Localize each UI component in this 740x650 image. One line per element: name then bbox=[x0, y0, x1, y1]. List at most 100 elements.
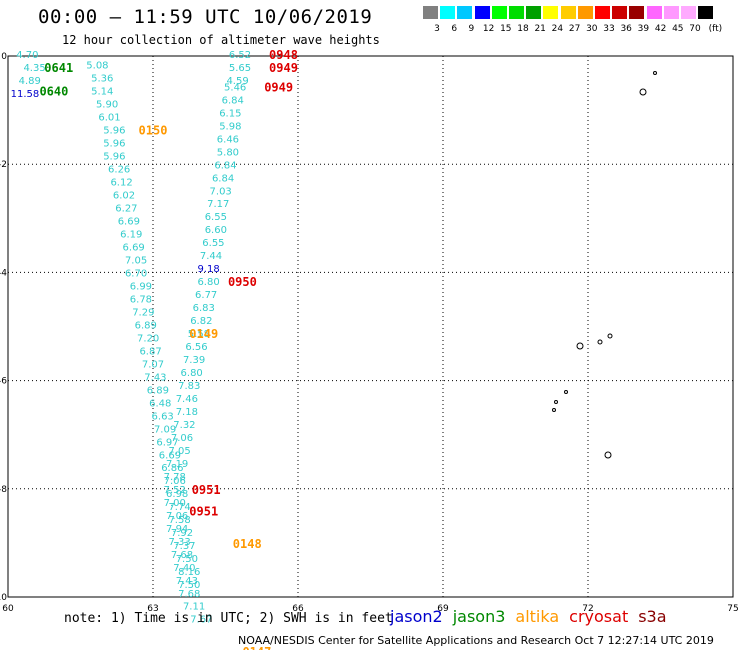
pass-time-label: 0150 bbox=[139, 124, 168, 138]
pass-time-label: 0148 bbox=[233, 537, 262, 551]
scale-swatch bbox=[440, 6, 456, 19]
y-tick-label: -6 bbox=[0, 377, 7, 387]
island-coastline bbox=[653, 71, 657, 75]
wave-height-label: 5.90 bbox=[96, 100, 118, 111]
page-subtitle: 12 hour collection of altimeter wave hei… bbox=[62, 33, 380, 47]
wave-height-label: 5.96 bbox=[103, 152, 125, 163]
scale-tick-label: 18 bbox=[517, 24, 529, 34]
scale-tick-label: 33 bbox=[603, 24, 615, 34]
scale-swatch bbox=[457, 6, 473, 19]
scale-swatch bbox=[629, 6, 645, 19]
wave-height-label: 7.05 bbox=[125, 255, 147, 266]
wave-height-label: 7.29 bbox=[132, 307, 154, 318]
island-coastline bbox=[552, 408, 556, 412]
x-tick-label: 60 bbox=[2, 604, 14, 614]
wave-height-label: 7.33 bbox=[168, 537, 190, 548]
wave-height-label: 6.84 bbox=[212, 173, 234, 184]
wave-height-label: 7.05 bbox=[168, 446, 190, 457]
wave-height-label: 5.98 bbox=[219, 121, 241, 132]
scale-tick-label: 21 bbox=[534, 24, 546, 34]
wave-height-label: 7.50 bbox=[178, 580, 200, 591]
wave-height-label: 6.26 bbox=[108, 165, 130, 176]
wave-height-label: 7.46 bbox=[176, 394, 198, 405]
wave-height-label: 5.96 bbox=[103, 139, 125, 150]
wave-height-label: 6.77 bbox=[195, 290, 217, 301]
scale-tick-label: 36 bbox=[620, 24, 632, 34]
wave-height-label: 6.19 bbox=[120, 230, 142, 241]
pass-time-label: 0949 bbox=[264, 80, 293, 94]
wave-height-label: 7.78 bbox=[164, 472, 186, 483]
wave-height-label: 6.46 bbox=[217, 134, 239, 145]
island-coastline bbox=[597, 339, 603, 345]
scale-tick-label: 15 bbox=[500, 24, 512, 34]
legend-item-s3a: s3a bbox=[638, 607, 667, 626]
wave-height-label: 7.68 bbox=[171, 550, 193, 561]
island-coastline bbox=[554, 400, 558, 404]
footnote: note: 1) Time is in UTC; 2) SWH is in fe… bbox=[64, 611, 393, 626]
scale-swatch bbox=[612, 6, 628, 19]
wave-height-label: 6.48 bbox=[149, 398, 171, 409]
wave-height-label: 7.67 bbox=[190, 615, 212, 626]
wave-height-label: 7.92 bbox=[171, 528, 193, 539]
legend-item-jason3: jason3 bbox=[452, 607, 506, 626]
legend-item-altika: altika bbox=[515, 607, 560, 626]
scale-tick-label: 3 bbox=[434, 24, 440, 34]
y-tick-label: -8 bbox=[0, 485, 7, 495]
x-tick-label: 72 bbox=[582, 604, 593, 614]
wave-height-label: 6.60 bbox=[205, 225, 227, 236]
scale-tick-label: 70 bbox=[689, 24, 701, 34]
scale-tick-label: 30 bbox=[586, 24, 598, 34]
wave-height-label: 5.36 bbox=[91, 74, 113, 85]
wave-height-label: 6.89 bbox=[147, 385, 169, 396]
wave-height-label: 6.12 bbox=[110, 178, 132, 189]
y-tick-label: -2 bbox=[0, 160, 7, 170]
x-tick-label: 63 bbox=[147, 604, 158, 614]
wave-height-label: 7.94 bbox=[166, 524, 188, 535]
wave-height-label: 7.20 bbox=[137, 333, 159, 344]
scale-swatch bbox=[474, 6, 490, 19]
wave-height-label: 7.17 bbox=[207, 199, 229, 210]
scale-swatch bbox=[509, 6, 524, 19]
pass-time-label: 0149 bbox=[189, 327, 218, 341]
legend-item-jason2: jason2 bbox=[390, 607, 443, 626]
scale-unit: (ft) bbox=[708, 24, 723, 34]
wave-height-label: 5.96 bbox=[103, 126, 125, 137]
scale-tick-label: 39 bbox=[637, 24, 650, 34]
island-coastline bbox=[639, 88, 647, 96]
wave-height-label: 6.15 bbox=[219, 108, 241, 119]
island-coastline bbox=[607, 333, 613, 339]
wave-height-label: 6.55 bbox=[205, 212, 227, 223]
scale-swatch bbox=[423, 6, 438, 19]
scale-tick-label: 12 bbox=[482, 24, 495, 34]
map-frame bbox=[7, 55, 734, 598]
island-coastline bbox=[576, 342, 584, 350]
scale-swatch bbox=[698, 6, 714, 19]
wave-height-label: 6.87 bbox=[139, 346, 161, 357]
wave-height-label: 7.06 bbox=[164, 476, 186, 487]
scale-swatch bbox=[646, 6, 662, 19]
wave-height-label: 6.55 bbox=[202, 238, 224, 249]
scale-tick-label: 6 bbox=[451, 24, 458, 34]
wave-height-label: 4.59 bbox=[226, 76, 248, 87]
wave-height-label: 7.06 bbox=[166, 511, 188, 522]
pass-time-label: 0951 bbox=[192, 483, 221, 497]
scale-swatch bbox=[526, 6, 542, 19]
wave-height-label: 6.69 bbox=[123, 243, 145, 254]
wave-height-label: 6.83 bbox=[193, 303, 215, 314]
scale-tick-label: 42 bbox=[654, 24, 667, 34]
x-tick-label: 75 bbox=[727, 604, 738, 614]
wave-height-label: 7.19 bbox=[166, 459, 188, 470]
wave-height-label: 7.32 bbox=[173, 420, 195, 431]
wave-height-label: 6.69 bbox=[159, 450, 181, 461]
wave-height-label: 6.84 bbox=[214, 160, 236, 171]
wave-height-label: 7.09 bbox=[154, 424, 176, 435]
wave-height-label: 4.35 bbox=[23, 63, 45, 74]
scale-tick-label: 27 bbox=[568, 24, 581, 34]
wave-height-label: 7.39 bbox=[183, 355, 205, 366]
wave-height-label: 7.37 bbox=[173, 541, 195, 552]
wave-height-label: 8.16 bbox=[178, 567, 200, 578]
wave-height-label: 7.68 bbox=[178, 589, 200, 600]
wave-height-label: 6.69 bbox=[118, 217, 140, 228]
wave-height-label: 4.89 bbox=[19, 76, 41, 87]
